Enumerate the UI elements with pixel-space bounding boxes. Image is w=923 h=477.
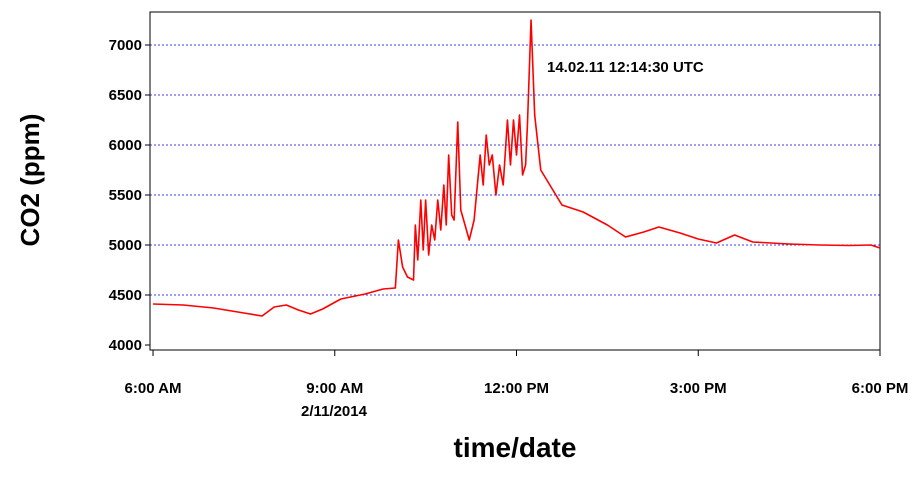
y-tick-label: 5000 [109,237,142,254]
y-tick-label: 7000 [109,37,142,54]
x-tick-label: 3:00 PM [670,380,727,397]
y-tick-label: 6000 [109,137,142,154]
data-line [153,19,881,317]
y-tick-label: 4500 [109,287,142,304]
x-tick-label: 12:00 PM [484,380,549,397]
annotation: 14.02.11 12:14:30 UTC [547,59,704,76]
date-label: 2/11/2014 [301,403,368,420]
x-tick-label: 6:00 AM [125,380,182,397]
x-tick-label: 9:00 AM [306,380,363,397]
x-tick-label: 6:00 PM [852,380,909,397]
y-tick-label: 5500 [109,187,142,204]
plot-frame [149,11,881,351]
y-tick-label: 4000 [109,337,142,354]
y-axis-label: CO2 (ppm) [15,114,45,247]
x-axis-label: time/date [454,432,577,463]
y-tick-label: 6500 [109,87,142,104]
